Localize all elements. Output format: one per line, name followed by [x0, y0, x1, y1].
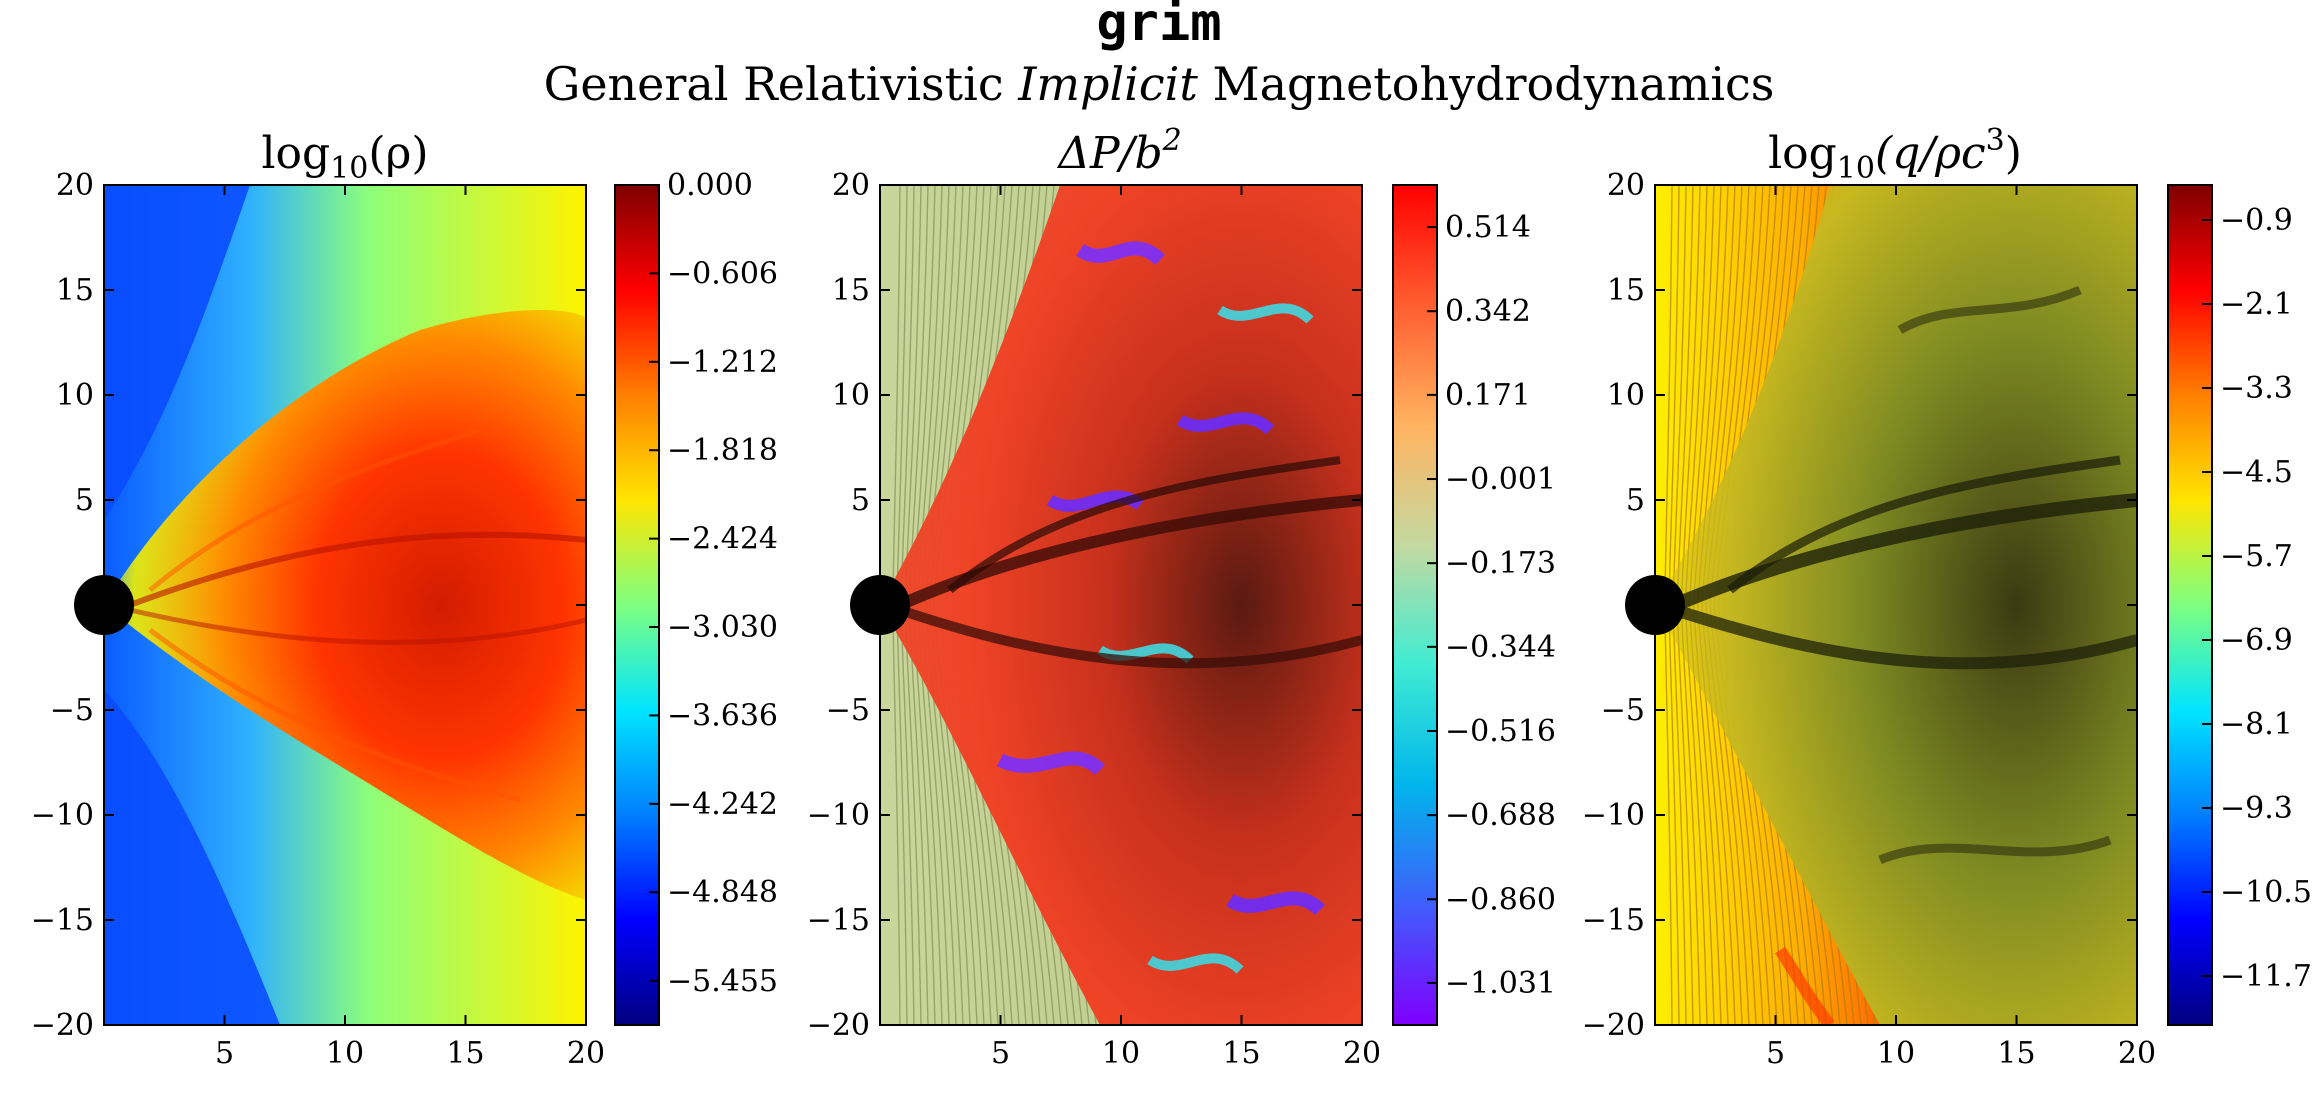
y-tick-label: −5 — [50, 693, 94, 728]
x-tick-label: 20 — [2118, 1036, 2156, 1071]
colorbar-tick-label: −6.9 — [2220, 623, 2293, 658]
y-tick-label: −15 — [31, 903, 94, 938]
y-tick-label: 0 — [75, 588, 94, 623]
y-tick-label: 20 — [56, 168, 94, 203]
y-tick-label: 5 — [1626, 483, 1645, 518]
colorbar-tick-label: −11.7 — [2220, 959, 2312, 994]
y-tick-label: −20 — [807, 1008, 870, 1043]
colorbar-tick-label: −8.1 — [2220, 707, 2293, 742]
x-tick-label: 5 — [991, 1036, 1010, 1071]
y-tick-label: −5 — [1601, 693, 1645, 728]
x-tick-label: 5 — [215, 1036, 234, 1071]
y-tick-label: 5 — [75, 483, 94, 518]
subtitle-emphasis: Implicit — [1017, 57, 1198, 111]
y-tick-label: 15 — [1607, 273, 1645, 308]
y-tick-label: 20 — [832, 168, 870, 203]
colorbar-tick-label: −3.030 — [667, 610, 778, 645]
colorbar-tick-label: −3.3 — [2220, 371, 2293, 406]
x-tick-label: 10 — [326, 1036, 364, 1071]
colorbar-tick-label: 0.342 — [1445, 294, 1531, 329]
panel-heat-flux: log10(q/ρc3) 5 10 15 2020151050−5−10−15−20 … — [1582, 123, 2312, 1071]
colorbar-tick-label: 0.514 — [1445, 210, 1531, 245]
colorbar-tick-label: −2.424 — [667, 522, 778, 557]
panel-pressure-field — [880, 185, 1362, 1025]
y-tick-label: −10 — [31, 798, 94, 833]
y-tick-label: −20 — [31, 1008, 94, 1043]
colorbar-tick-label: −0.688 — [1445, 798, 1556, 833]
colorbar-tick-label: −0.9 — [2220, 203, 2293, 238]
x-tick-label: 20 — [1343, 1036, 1381, 1071]
y-tick-label: −15 — [807, 903, 870, 938]
panel-heatflux-field — [1655, 185, 2137, 1025]
figure-title: grim — [1096, 0, 1221, 53]
colorbar-tick-label: −3.636 — [667, 698, 778, 733]
colorbar-tick-label: −1.212 — [667, 345, 778, 380]
colorbar-pressure — [1392, 184, 1438, 1026]
colorbar-tick-label: 0.000 — [667, 168, 753, 203]
y-tick-label: 5 — [851, 483, 870, 518]
colorbar-tick-label: −5.455 — [667, 964, 778, 999]
y-tick-label: 0 — [1626, 588, 1645, 623]
colorbar-density — [614, 184, 660, 1026]
colorbar-tick-label: −0.001 — [1445, 462, 1556, 497]
figure-subtitle: General Relativistic Implicit Magnetohyd… — [544, 57, 1775, 111]
panel-pressure-title: ΔP/b2 — [1056, 123, 1181, 179]
y-tick-label: 0 — [851, 588, 870, 623]
y-tick-label: −20 — [1582, 1008, 1645, 1043]
colorbar-tick-label: −9.3 — [2220, 791, 2293, 826]
x-tick-label: 15 — [1222, 1036, 1260, 1071]
y-tick-label: 15 — [56, 273, 94, 308]
panel-density-title: log10(ρ) — [261, 128, 428, 186]
colorbar-tick-label: 0.171 — [1445, 378, 1531, 413]
colorbar-tick-label: −1.031 — [1445, 966, 1556, 1001]
y-tick-label: 10 — [1607, 378, 1645, 413]
y-tick-label: −15 — [1582, 903, 1645, 938]
x-tick-label: 10 — [1102, 1036, 1140, 1071]
x-tick-label: 5 — [1766, 1036, 1785, 1071]
colorbar-tick-label: −5.7 — [2220, 539, 2293, 574]
y-tick-label: 10 — [832, 378, 870, 413]
colorbar-heatflux — [2167, 184, 2213, 1026]
colorbar-tick-label: −2.1 — [2220, 287, 2293, 322]
y-tick-label: −5 — [826, 693, 870, 728]
colorbar-tick-label: −0.344 — [1445, 630, 1556, 665]
panel-density-field — [104, 185, 586, 1025]
colorbar-tick-label: −4.848 — [667, 875, 778, 910]
x-tick-label: 15 — [446, 1036, 484, 1071]
colorbar-tick-label: −0.516 — [1445, 714, 1556, 749]
colorbar-tick-label: −0.173 — [1445, 546, 1556, 581]
y-tick-label: 20 — [1607, 168, 1645, 203]
x-tick-label: 20 — [567, 1036, 605, 1071]
colorbar-tick-label: −1.818 — [667, 433, 778, 468]
colorbar-tick-label: −0.606 — [667, 256, 778, 291]
y-tick-label: −10 — [1582, 798, 1645, 833]
x-tick-label: 10 — [1877, 1036, 1915, 1071]
colorbar-tick-label: −0.860 — [1445, 882, 1556, 917]
colorbar-tick-label: −4.242 — [667, 787, 778, 822]
colorbar-tick-label: −4.5 — [2220, 455, 2293, 490]
subtitle-part-2: Magnetohydrodynamics — [1198, 57, 1775, 111]
subtitle-part-1: General Relativistic — [544, 57, 1019, 111]
colorbar-tick-label: −10.5 — [2220, 875, 2312, 910]
y-tick-label: 10 — [56, 378, 94, 413]
panel-density: log10(ρ) 5 10 15 20 20 15 10 5 0 −5 −10 −15 −20 0.00… — [31, 128, 778, 1071]
y-tick-label: 15 — [832, 273, 870, 308]
x-tick-label: 15 — [1997, 1036, 2035, 1071]
panel-heatflux-title: log10(q/ρc3) — [1768, 123, 2022, 186]
y-tick-label: −10 — [807, 798, 870, 833]
